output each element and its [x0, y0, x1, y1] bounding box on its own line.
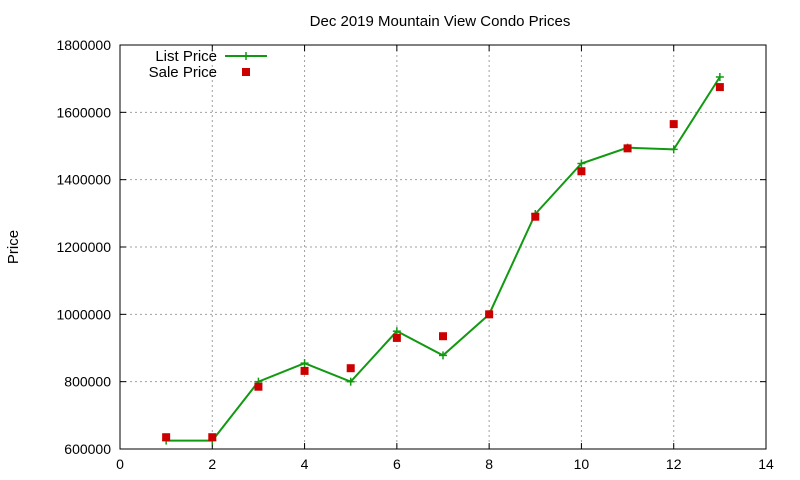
y-axis-label: Price — [5, 230, 22, 264]
sale-price-point — [208, 433, 217, 442]
list-price-point — [669, 145, 678, 154]
y-tick-label: 600000 — [64, 441, 111, 457]
sale-price-point — [531, 212, 540, 221]
legend-label-list-price: List Price — [155, 48, 217, 65]
legend-marker-sale-price — [242, 68, 250, 76]
sale-price-point — [485, 310, 494, 319]
legend-marker-list-price — [242, 52, 250, 60]
grid — [120, 45, 766, 449]
y-tick-label: 1200000 — [56, 239, 111, 255]
x-tick-label: 4 — [301, 456, 309, 472]
y-tick-label: 1800000 — [56, 37, 111, 53]
y-tick-label: 1600000 — [56, 104, 111, 120]
sale-price-point — [715, 83, 724, 92]
sale-price-point — [162, 433, 171, 442]
list-price-point — [577, 159, 586, 168]
legend-label-sale-price: Sale Price — [149, 64, 217, 81]
x-tick-label: 2 — [208, 456, 216, 472]
sale-price-point — [300, 366, 309, 375]
sale-price-point — [577, 167, 586, 176]
series — [162, 72, 724, 445]
x-tick-label: 12 — [666, 456, 682, 472]
sale-price-point — [623, 144, 632, 153]
list-price-line — [166, 76, 721, 442]
y-tick-label: 1400000 — [56, 172, 111, 188]
list-price-point — [300, 359, 309, 368]
y-tick-label: 1000000 — [56, 306, 111, 322]
y-tick-label: 800000 — [64, 374, 111, 390]
sale-price-point — [254, 382, 263, 391]
axis-ticks: 0 2 4 6 8 10 12 14 600000 800000 1000000 1200000 140… — [56, 37, 774, 472]
x-tick-label: 10 — [574, 456, 590, 472]
sale-price-point — [439, 332, 447, 341]
sale-price-point — [346, 364, 355, 373]
list-price-point — [346, 377, 355, 386]
list-price-point — [392, 327, 401, 336]
sale-price-point — [392, 333, 401, 342]
list-price-point — [439, 351, 447, 360]
sale-price-point — [669, 120, 678, 129]
x-tick-label: 0 — [116, 456, 124, 472]
chart-title: Dec 2019 Mountain View Condo Prices — [310, 13, 571, 30]
x-tick-label: 14 — [758, 456, 774, 472]
list-price-point — [715, 72, 724, 81]
x-tick-label: 8 — [485, 456, 493, 472]
x-tick-label: 6 — [393, 456, 401, 472]
